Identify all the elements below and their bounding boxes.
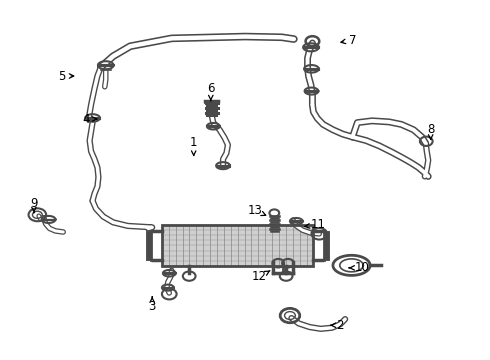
- Text: 8: 8: [427, 123, 434, 139]
- Text: 6: 6: [207, 82, 215, 101]
- Text: 5: 5: [58, 69, 74, 82]
- Text: 4: 4: [82, 113, 97, 126]
- Bar: [162, 225, 314, 266]
- Text: 11: 11: [305, 218, 326, 231]
- Text: 1: 1: [190, 136, 197, 155]
- Text: 2: 2: [331, 319, 344, 332]
- Text: 10: 10: [349, 261, 369, 274]
- Text: 9: 9: [30, 197, 38, 213]
- Text: 7: 7: [341, 33, 356, 47]
- Bar: [162, 225, 314, 266]
- Text: 3: 3: [148, 297, 156, 313]
- Text: 12: 12: [252, 270, 270, 283]
- Text: 13: 13: [247, 204, 266, 217]
